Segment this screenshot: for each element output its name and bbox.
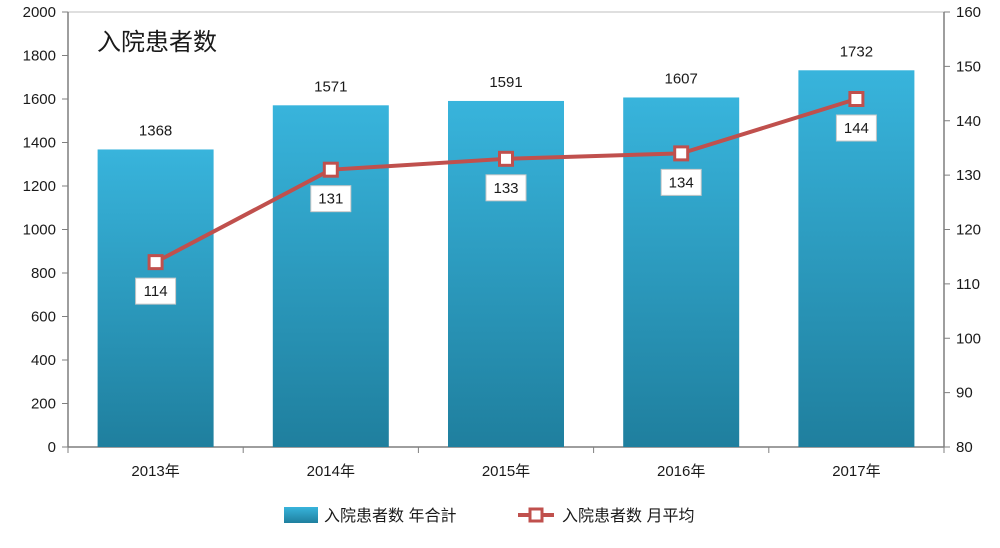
- line-marker: [673, 145, 690, 162]
- y-right-tick-label: 150: [956, 58, 981, 75]
- bar-data-label: 1368: [139, 122, 172, 139]
- line-marker: [322, 161, 339, 178]
- line-data-label-box: [660, 168, 702, 196]
- y-left-tick-label: 1400: [23, 135, 56, 152]
- y-right-tick-label: 80: [956, 439, 973, 456]
- y-right-tick-label: 90: [956, 385, 973, 402]
- y-left-tick-label: 1800: [23, 48, 56, 65]
- y-left-tick-label: 400: [31, 352, 56, 369]
- y-right-tick-label: 120: [956, 222, 981, 239]
- y-left-tick-label: 0: [48, 439, 56, 456]
- y-left-tick-label: 1600: [23, 91, 56, 108]
- y-right-tick-label: 100: [956, 330, 981, 347]
- x-tick-label: 2014年: [307, 463, 355, 480]
- line-data-label-box: [310, 185, 352, 213]
- line-marker: [498, 150, 514, 167]
- y-left-tick-label: 200: [31, 396, 56, 413]
- x-tick-label: 2017年: [832, 463, 880, 480]
- line-data-label-box: [835, 114, 877, 142]
- y-right-tick-label: 130: [956, 167, 981, 184]
- bar-data-label: 1571: [314, 78, 347, 95]
- y-left-tick-label: 1200: [23, 178, 56, 195]
- line-data-label: 134: [669, 174, 694, 191]
- chart-title: 入院患者数: [97, 29, 217, 56]
- line-data-label: 144: [844, 120, 869, 137]
- line-marker: [147, 254, 164, 271]
- x-tick-label: 2013年: [131, 463, 179, 480]
- bar-data-label: 1607: [665, 70, 698, 87]
- y-left-tick-label: 800: [31, 265, 56, 282]
- line-marker: [848, 91, 865, 107]
- legend-line-marker: [528, 507, 544, 523]
- y-left-tick-label: 1000: [23, 222, 56, 239]
- line-data-label-box: [135, 277, 177, 305]
- y-left-tick-label: 2000: [23, 4, 56, 21]
- y-right-tick-label: 160: [956, 4, 981, 21]
- x-tick-label: 2016年: [657, 463, 705, 480]
- line-data-label: 114: [144, 283, 168, 300]
- legend-line-label: 入院患者数 月平均: [562, 507, 694, 525]
- y-left-tick-label: 600: [31, 309, 56, 326]
- legend-bar-swatch: [284, 507, 318, 523]
- line-data-label: 131: [318, 191, 343, 208]
- line-data-label: 133: [493, 180, 518, 197]
- y-right-tick-label: 110: [956, 276, 980, 293]
- x-tick-label: 2015年: [482, 463, 530, 480]
- bar-data-label: 1732: [840, 43, 873, 60]
- y-right-tick-label: 140: [956, 113, 981, 130]
- bar: [272, 105, 389, 448]
- line-data-label-box: [485, 174, 527, 202]
- legend-bar-label: 入院患者数 年合計: [324, 507, 456, 525]
- bar-data-label: 1591: [489, 74, 522, 91]
